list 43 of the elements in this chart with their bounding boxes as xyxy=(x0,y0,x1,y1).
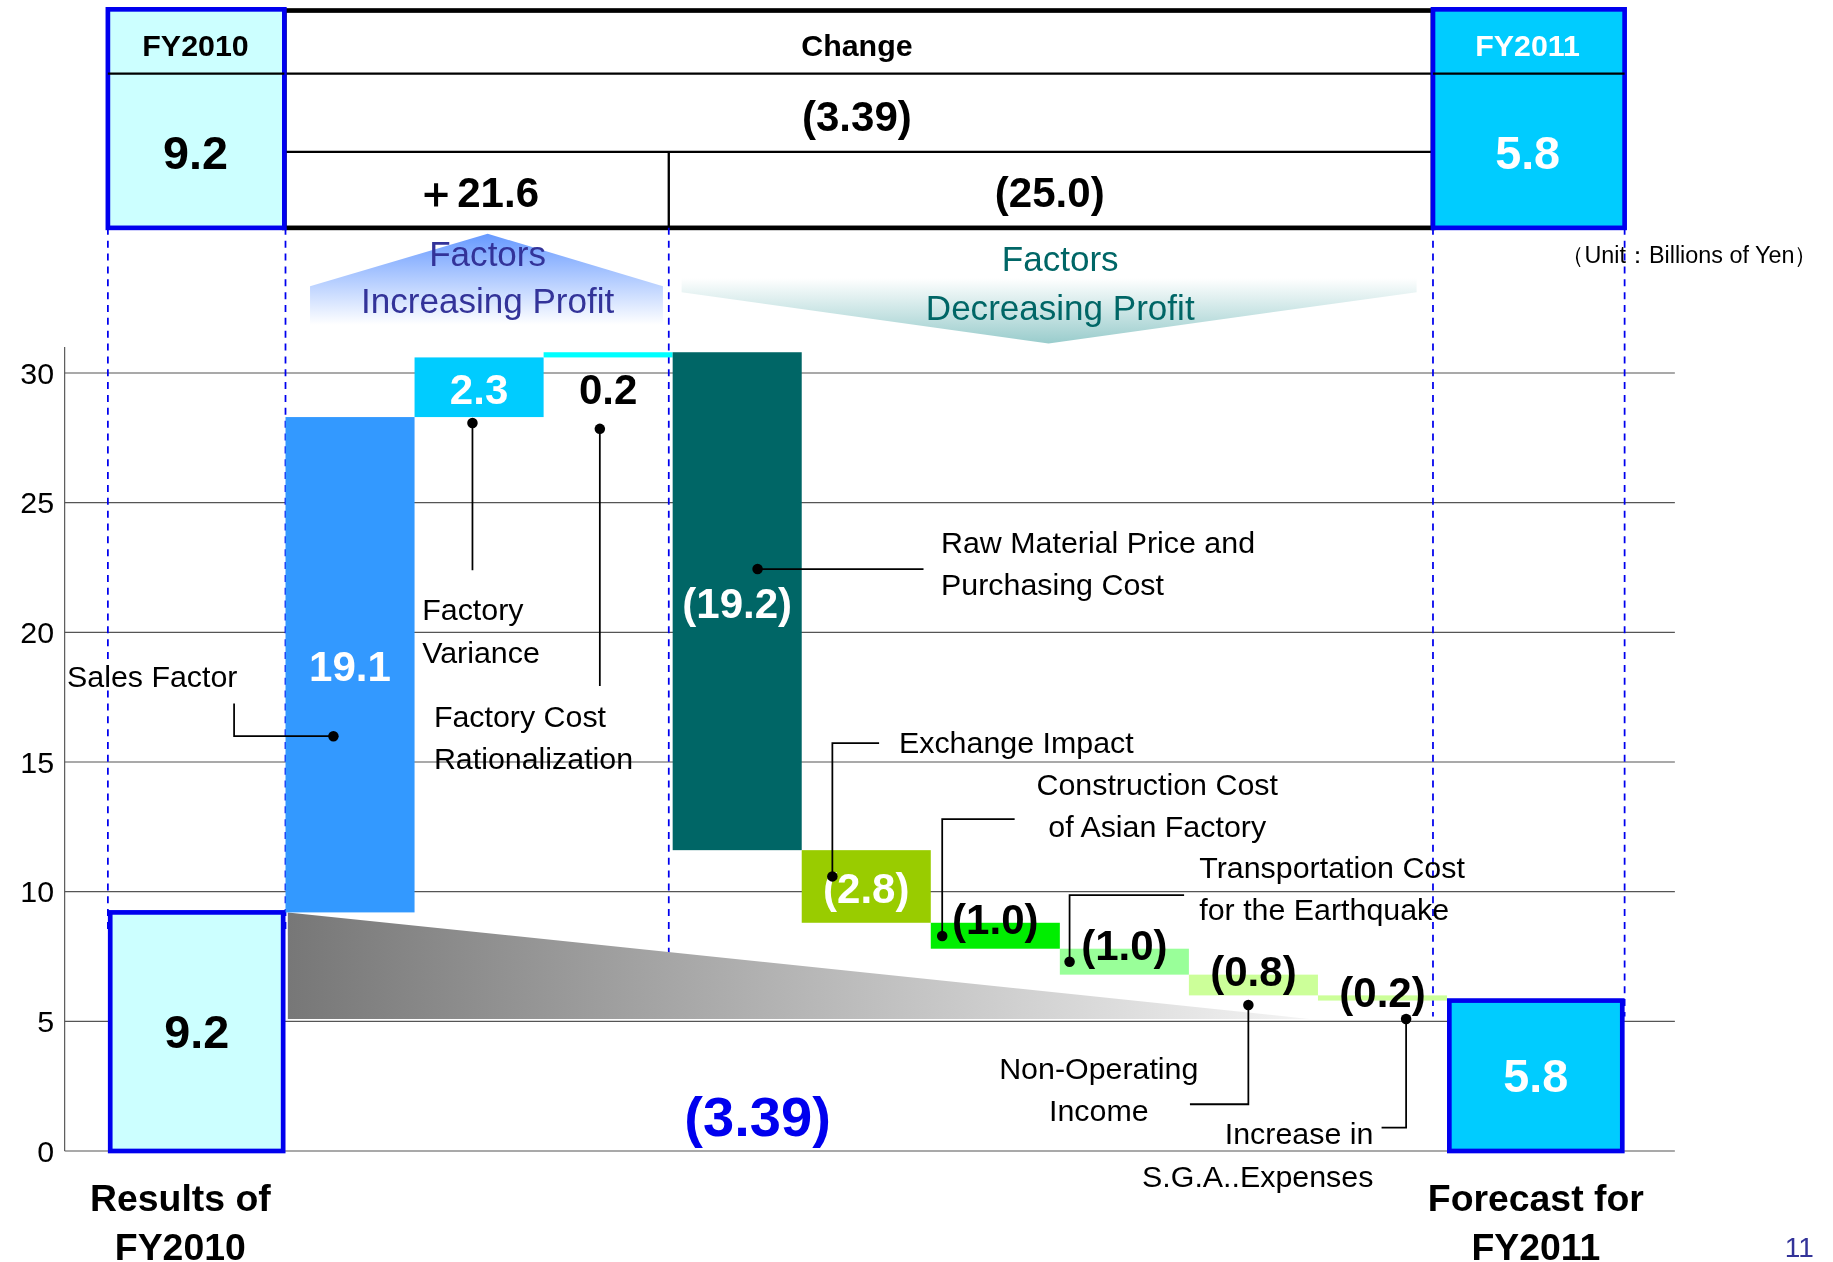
bar xyxy=(414,357,544,418)
annotation: Exchange Impact xyxy=(898,724,1135,759)
x-tick-label: Results of FY2010 xyxy=(90,1176,272,1262)
y-tick-label: 15 xyxy=(20,744,55,779)
text: Factors Increasing Profit xyxy=(361,234,615,321)
data-label: 2.3 xyxy=(449,365,509,413)
data-label: (0.2) xyxy=(1339,969,1426,1017)
data-label: 19.1 xyxy=(309,643,391,691)
annotation: Sales Factor xyxy=(66,659,238,694)
text: 9.2 xyxy=(163,127,229,180)
text: ＋21.6 xyxy=(415,168,540,216)
annotation: Transportation Cost for the Earthquake xyxy=(1199,849,1466,926)
text: Change xyxy=(801,28,913,63)
annotation: Factory Variance xyxy=(422,592,540,669)
bar xyxy=(285,417,415,913)
text: 11 xyxy=(1784,1232,1814,1262)
y-tick-label: 25 xyxy=(20,485,55,520)
data-label: (0.8) xyxy=(1210,948,1297,996)
text: FY2011 xyxy=(1475,28,1581,63)
data-label: (19.2) xyxy=(682,579,793,627)
data-label: (1.0) xyxy=(1081,922,1168,970)
y-tick-label: 30 xyxy=(20,355,55,390)
data-label: 0.2 xyxy=(578,366,638,414)
text: (3.39) xyxy=(801,92,912,140)
annotation: Factory Cost Rationalization xyxy=(433,698,634,775)
text: (25.0) xyxy=(994,168,1105,216)
text: Factors Decreasing Profit xyxy=(925,239,1195,328)
y-tick-label: 0 xyxy=(37,1133,55,1168)
text: FY2010 xyxy=(142,28,249,63)
annotation: (3.39) xyxy=(684,1084,831,1148)
bar xyxy=(543,352,673,358)
data-label: 9.2 xyxy=(164,1006,230,1059)
text: （Unit：Billions of Yen） xyxy=(1561,241,1818,268)
text: 5.8 xyxy=(1495,127,1561,180)
bar xyxy=(672,352,802,851)
y-tick-label: 5 xyxy=(37,1003,55,1038)
data-label: (2.8) xyxy=(823,864,910,912)
y-tick-label: 10 xyxy=(20,874,55,909)
annotation: Raw Material Price and Purchasing Cost xyxy=(941,524,1256,601)
y-tick-label: 20 xyxy=(20,614,55,649)
annotation: Construction Cost of Asian Factory xyxy=(1036,766,1279,843)
x-tick-label: Forecast for FY2011 xyxy=(1427,1176,1644,1262)
data-label: 5.8 xyxy=(1503,1050,1569,1103)
